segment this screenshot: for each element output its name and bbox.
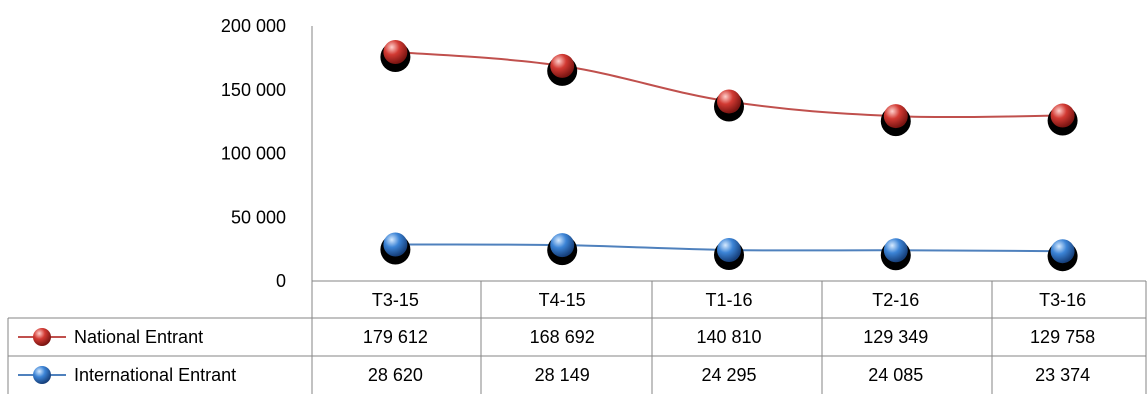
table-cell-value: 23 374 [1035,365,1090,385]
x-tick-label: T3-15 [372,290,419,310]
y-tick-label: 100 000 [221,144,286,164]
data-table: T3-15 T4-15 T1-16 T2-16 T3-16 National Entran… [7,280,1147,394]
data-point [717,238,741,263]
table-cell-value: 140 810 [696,327,761,347]
y-tick-label: 50 000 [231,207,286,227]
legend-marker [33,366,51,384]
legend-marker [33,328,51,346]
data-point [383,39,408,64]
x-tick-label: T3-16 [1039,290,1086,310]
y-tick-label: 0 [276,271,286,291]
table-cell-value: 179 612 [363,327,428,347]
table-cell-value: 168 692 [530,327,595,347]
legend-label: International Entrant [74,365,236,385]
data-point [883,104,908,129]
data-point [1050,103,1075,128]
table-cell-value: 24 085 [868,365,923,385]
table-cell-value: 129 349 [863,327,928,347]
x-tick-label: T1-16 [705,290,752,310]
table-cell-value: 129 758 [1030,327,1095,347]
table-cell-value: 28 620 [368,365,423,385]
table-cell-value: 24 295 [701,365,756,385]
y-tick-label: 150 000 [221,80,286,100]
y-tick-label: 200 000 [221,16,286,36]
data-point [1050,239,1075,264]
data-point [717,89,741,114]
data-point [883,238,908,263]
data-point [550,53,575,78]
data-point [550,233,575,258]
axis-layer: 0 50 000 100 000 150 000 200 000 [221,16,313,291]
x-tick-label: T2-16 [872,290,919,310]
table-cell-value: 28 149 [535,365,590,385]
x-tick-label: T4-15 [539,290,586,310]
data-point [383,232,408,257]
legend-label: National Entrant [74,327,203,347]
series-layer [380,39,1078,272]
